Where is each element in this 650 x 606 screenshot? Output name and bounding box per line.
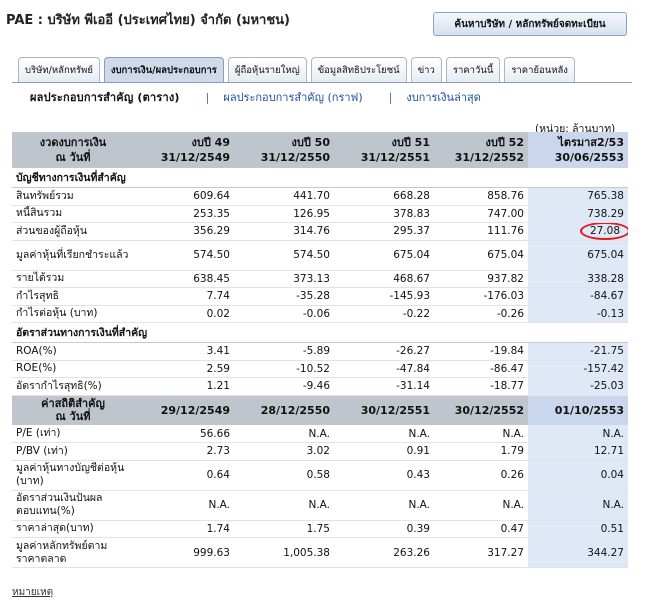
statistics-header-row: ค่าสถิติสำคัญณ วันที่ 29/12/2549 28/12/2… xyxy=(12,395,628,425)
tab-price-today[interactable]: ราคาวันนี้ xyxy=(445,57,501,82)
search-company-button[interactable]: ค้นหาบริษัท / หลักทรัพย์จดทะเบียน xyxy=(433,12,627,36)
tab-financials[interactable]: งบการเงิน/ผลประกอบการ xyxy=(103,57,224,82)
header-fy52: งบปี 52 31/12/2552 xyxy=(434,132,528,168)
subnav-separator: | xyxy=(205,90,210,104)
statistics-label: ค่าสถิติสำคัญณ วันที่ xyxy=(12,395,134,425)
subnav-separator: | xyxy=(388,90,393,104)
subnav-link-graph[interactable]: ผลประกอบการสำคัญ (กราฟ) xyxy=(223,91,363,104)
table-row: ROA(%) 3.41 -5.89 -26.27 -19.84 -21.75 xyxy=(12,342,628,361)
table-row: มูลค่าหลักทรัพย์ตามราคาตลาด 999.63 1,005.3… xyxy=(12,537,628,568)
table-row: ส่วนของผู้ถือหุ้น 356.29 314.76 295.37 111.7… xyxy=(12,222,628,241)
header-fy51: งบปี 51 31/12/2551 xyxy=(334,132,434,168)
table-row: ราคาล่าสุด(บาท) 1.74 1.75 0.39 0.47 0.51 xyxy=(12,520,628,538)
footnote-link[interactable]: หมายเหตุ xyxy=(12,587,54,598)
table-row: หนี้สินรวม 253.35 126.95 378.83 747.00 738.29 xyxy=(12,205,628,223)
section-financial-ratios: อัตราส่วนทางการเงินที่สำคัญ xyxy=(12,322,628,343)
table-row: สินทรัพย์รวม 609.64 441.70 668.28 858.76 765.… xyxy=(12,187,628,206)
tab-company[interactable]: บริษัท/หลักทรัพย์ xyxy=(18,57,100,82)
header-fy49: งบปี 49 31/12/2549 xyxy=(134,132,234,168)
subnav-current-table: ผลประกอบการสำคัญ (ตาราง) xyxy=(30,91,180,104)
financial-table: งวดงบการเงินณ วันที่ งบปี 49 31/12/2549 ง… xyxy=(12,132,628,568)
table-row: มูลค่าหุ้นทางบัญชีต่อหุ้น (บาท) 0.64 0.58 0… xyxy=(12,460,628,491)
table-row: P/BV (เท่า) 2.73 3.02 0.91 1.79 12.71 xyxy=(12,442,628,461)
sub-navigation: ผลประกอบการสำคัญ (ตาราง) | ผลประกอบการสำ… xyxy=(30,88,481,106)
table-row: ROE(%) 2.59 -10.52 -47.84 -86.47 -157.42 xyxy=(12,360,628,378)
table-row: มูลค่าหุ้นที่เรียกชำระแล้ว 574.50 574.50 67… xyxy=(12,240,628,271)
header-fy50: งบปี 50 31/12/2550 xyxy=(234,132,334,168)
table-row: กำไรสุทธิ 7.74 -35.28 -145.93 -176.03 -84.67 xyxy=(12,287,628,306)
tab-major-shareholders[interactable]: ผู้ถือหุ้นรายใหญ่ xyxy=(227,57,307,82)
tab-news[interactable]: ข่าว xyxy=(410,57,442,82)
subnav-link-latest-statements[interactable]: งบการเงินล่าสุด xyxy=(406,91,481,104)
tab-benefits[interactable]: ข้อมูลสิทธิประโยชน์ xyxy=(310,57,407,82)
tab-price-history[interactable]: ราคาย้อนหลัง xyxy=(504,57,575,82)
header-q2-53: ไตรมาส2/53 30/06/2553 xyxy=(528,132,628,168)
company-title: PAE : บริษัท พีเออี (ประเทศไทย) จำกัด (ม… xyxy=(6,13,290,28)
table-row: P/E (เท่า) 56.66 N.A. N.A. N.A. N.A. xyxy=(12,425,628,443)
highlight-circle: 27.08 xyxy=(579,222,628,240)
tab-underline xyxy=(12,82,632,83)
table-row: อัตราส่วนเงินปันผลตอบแทน(%) N.A. N.A. N.A. N… xyxy=(12,490,628,521)
header-period-label: งวดงบการเงินณ วันที่ xyxy=(12,132,134,168)
table-header-row: งวดงบการเงินณ วันที่ งบปี 49 31/12/2549 ง… xyxy=(12,132,628,168)
table-row: รายได้รวม 638.45 373.13 468.67 937.82 338.28 xyxy=(12,270,628,288)
table-row: อัตรากำไรสุทธิ(%) 1.21 -9.46 -31.14 -18.77 -2… xyxy=(12,377,628,396)
section-financial-accounts: บัญชีทางการเงินที่สำคัญ xyxy=(12,168,628,188)
tab-bar: บริษัท/หลักทรัพย์ งบการเงิน/ผลประกอบการ … xyxy=(18,57,575,82)
table-row: กำไรต่อหุ้น (บาท) 0.02 -0.06 -0.22 -0.26 -0.1… xyxy=(12,305,628,323)
